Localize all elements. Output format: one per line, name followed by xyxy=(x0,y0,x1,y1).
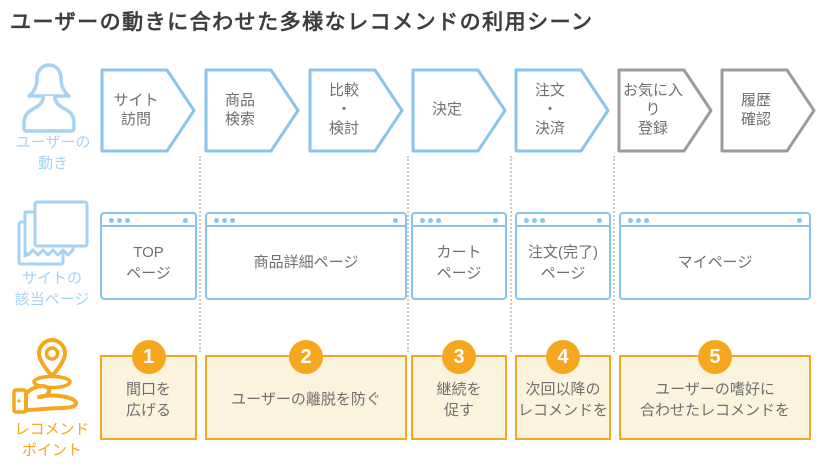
point-box-1: 1 間口を 広げる xyxy=(100,340,197,440)
column-separator xyxy=(613,156,615,352)
point-label: 継続を 促す xyxy=(436,381,482,419)
page-label: 注文(完了) ページ xyxy=(528,244,598,282)
point-number-badge: 3 xyxy=(442,340,476,374)
point-box-3: 3 継続を 促す xyxy=(411,340,507,440)
row-label-site-pages: サイトの 該当ページ xyxy=(14,270,90,308)
point-number-badge: 4 xyxy=(546,340,580,374)
point-label: ユーザーの離脱を防ぐ xyxy=(231,391,381,409)
row-label-recommend-points: レコメンド ポイント xyxy=(14,421,90,459)
point-box-4: 4 次回以降の レコメンドを xyxy=(515,340,611,440)
point-label: 間口を 広げる xyxy=(125,381,171,419)
step-label: 履歴 確認 xyxy=(740,91,771,128)
page-label: TOP ページ xyxy=(126,244,171,282)
point-box-5: 5 ユーザーの嗜好に 合わせたレコメンドを xyxy=(619,340,811,440)
column-separator xyxy=(199,156,201,352)
column-separator xyxy=(510,156,512,352)
column-separator xyxy=(407,156,409,352)
step-label: 注文 ・ 決済 xyxy=(534,82,565,137)
step-label: 決定 xyxy=(431,101,462,119)
point-box-2: 2 ユーザーの離脱を防ぐ xyxy=(205,340,407,440)
page-box-top-page: TOP ページ xyxy=(100,212,197,300)
step-favorite-register: お気に入り 登録 xyxy=(617,68,713,153)
step-decide: 決定 xyxy=(411,68,507,153)
person-icon xyxy=(21,62,77,134)
point-label: 次回以降の レコメンドを xyxy=(517,381,608,419)
row-label-user-actions: ユーザーの 動き xyxy=(15,134,91,172)
step-label: 比較 ・ 検討 xyxy=(328,82,359,137)
step-label: 商品 検索 xyxy=(224,91,255,128)
point-number-badge: 2 xyxy=(289,340,323,374)
page-box-my-page: マイページ xyxy=(619,212,811,300)
point-label: ユーザーの嗜好に 合わせたレコメンドを xyxy=(639,381,790,419)
page-title: ユーザーの動きに合わせた多様なレコメンドの利用シーン xyxy=(10,11,594,34)
step-history-check: 履歴 確認 xyxy=(720,68,816,153)
window-dots-icon xyxy=(517,214,609,227)
step-order-payment: 注文 ・ 決済 xyxy=(514,68,610,153)
page-box-cart: カート ページ xyxy=(411,212,507,300)
step-product-search: 商品 検索 xyxy=(204,68,300,153)
window-dots-icon xyxy=(413,214,505,227)
window-dots-icon xyxy=(207,214,405,227)
step-compare-consider: 比較 ・ 検討 xyxy=(308,68,404,153)
step-label: サイト 訪問 xyxy=(113,91,159,128)
page-box-product-detail: 商品詳細ページ xyxy=(205,212,407,300)
browser-pages-icon xyxy=(16,198,90,270)
step-site-visit: サイト 訪問 xyxy=(100,68,196,153)
page-label: マイページ xyxy=(677,254,753,272)
point-number-badge: 1 xyxy=(131,340,166,374)
window-dots-icon xyxy=(102,214,195,227)
window-dots-icon xyxy=(621,214,809,227)
point-number-badge: 5 xyxy=(698,340,732,374)
page-box-order-complete: 注文(完了) ページ xyxy=(515,212,611,300)
hand-location-pin-icon xyxy=(10,336,94,418)
step-label: お気に入り 登録 xyxy=(622,82,683,137)
page-label: 商品詳細ページ xyxy=(253,254,359,272)
page-label: カート ページ xyxy=(436,244,482,282)
